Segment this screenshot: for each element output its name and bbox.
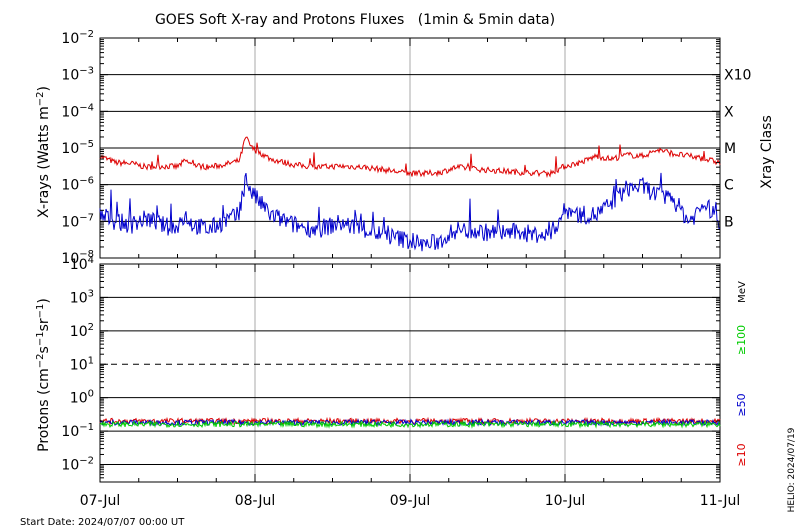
proton-y-tick-label: 101 xyxy=(70,355,94,373)
proton-energy-unit: MeV xyxy=(737,281,748,303)
xray-y-tick-label: 10−8 xyxy=(61,249,94,267)
xray-class-label: X10 xyxy=(724,68,751,84)
xray-y-tick-label: 10−7 xyxy=(61,212,94,230)
x-axis-ticks: 07-Jul 08-Jul 09-Jul 10-Jul 11-Jul xyxy=(80,38,741,509)
proton-legend: ≥100 ≥50 ≥10 xyxy=(735,325,748,467)
xray-class-axis-title: Xray Class xyxy=(759,115,775,189)
x-tick-label: 09-Jul xyxy=(390,493,431,509)
proton-y-tick-label: 103 xyxy=(70,288,94,306)
proton-legend-item: ≥10 xyxy=(735,443,748,466)
xray-y-ticks: 10−2 10−3 10−4 10−5 10−6 10−7 10−8 xyxy=(61,29,720,267)
credit-label: HELIO: 2024/07/19 xyxy=(787,427,797,512)
proton-y-axis-label: Protons (cm−2s−1sr−1) xyxy=(35,298,52,452)
proton-y-tick-label: 100 xyxy=(70,389,94,407)
proton-series-2 xyxy=(99,419,721,429)
chart-title: GOES Soft X-ray and Protons Fluxes (1min… xyxy=(155,12,555,28)
proton-y-tick-label: 10−2 xyxy=(61,456,94,474)
xray-class-label: C xyxy=(724,178,734,194)
proton-y-tick-label: 10−1 xyxy=(61,422,94,440)
proton-legend-item: ≥50 xyxy=(735,393,748,416)
proton-gridlines xyxy=(100,264,720,482)
xray-gridlines xyxy=(100,38,720,258)
xray-y-axis-label: X-rays (Watts m−2) xyxy=(35,86,52,218)
xray-long-series xyxy=(99,136,721,179)
x-tick-label: 07-Jul xyxy=(80,493,121,509)
xray-short-series xyxy=(99,172,721,252)
x-tick-label: 08-Jul xyxy=(235,493,276,509)
x-tick-label: 11-Jul xyxy=(700,493,741,509)
proton-legend-item: ≥100 xyxy=(735,325,748,355)
proton-y-ticks: 104 103 102 101 100 10−1 10−2 xyxy=(61,255,720,483)
xray-class-labels: X10 X M C B xyxy=(724,68,751,231)
x-tick-label: 10-Jul xyxy=(545,493,586,509)
start-date: Start Date: 2024/07/07 00:00 UT xyxy=(20,517,185,528)
xray-y-tick-label: 10−3 xyxy=(61,66,94,84)
proton-y-tick-label: 104 xyxy=(70,255,94,273)
xray-class-label: B xyxy=(724,214,734,230)
xray-y-tick-label: 10−4 xyxy=(61,102,94,120)
xray-class-label: X xyxy=(724,104,734,120)
proton-y-tick-label: 102 xyxy=(70,322,94,340)
xray-y-tick-label: 10−6 xyxy=(61,176,94,194)
proton-series-group xyxy=(99,416,721,429)
xray-y-tick-label: 10−2 xyxy=(61,29,94,47)
xray-series-group xyxy=(99,136,721,252)
xray-class-label: M xyxy=(724,141,736,157)
xray-y-tick-label: 10−5 xyxy=(61,139,94,157)
